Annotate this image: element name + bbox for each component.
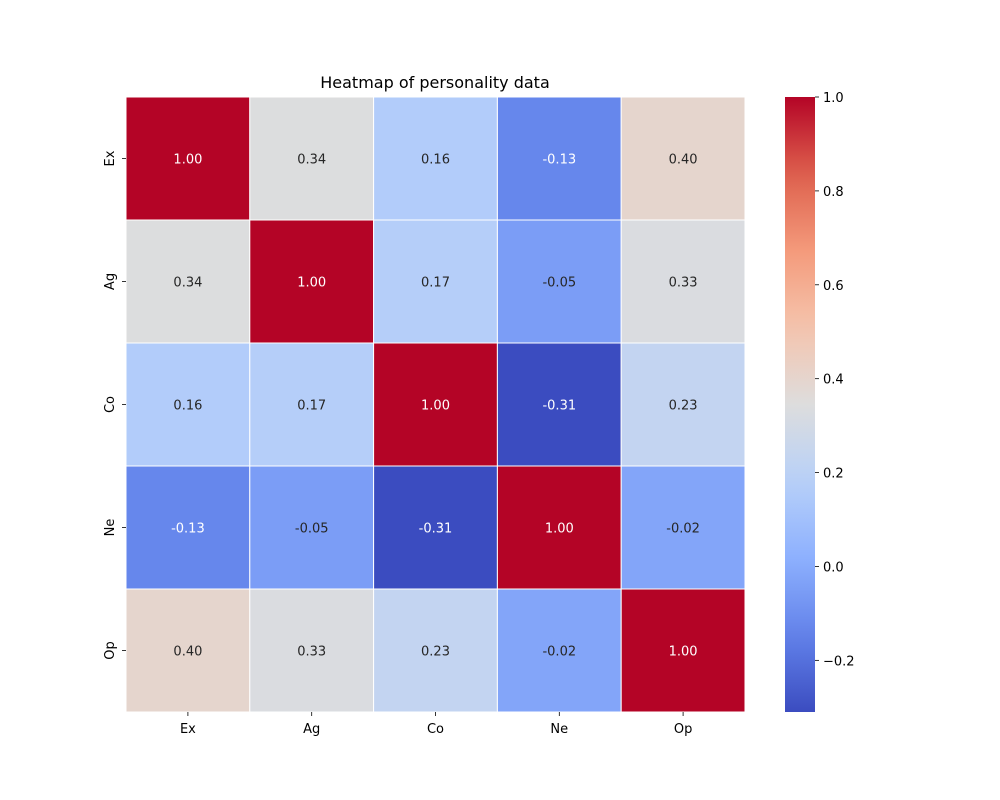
heatmap-cell bbox=[496, 465, 622, 590]
colorbar-tick-label: 0.2 bbox=[823, 467, 844, 482]
colorbar-tick-label: 1.0 bbox=[823, 91, 844, 106]
cell-value-label: -0.05 bbox=[295, 522, 329, 537]
heatmap-cell bbox=[496, 342, 622, 467]
cell-value-label: 0.23 bbox=[421, 645, 450, 660]
heatmap-cell bbox=[373, 465, 498, 590]
y-tick-label: Co bbox=[103, 396, 118, 413]
heatmap-cell bbox=[373, 219, 498, 344]
colorbar-tick-label: −0.2 bbox=[823, 654, 855, 669]
cell-value-label: -0.02 bbox=[666, 522, 700, 537]
heatmap-cell bbox=[620, 342, 746, 467]
heatmap-cell bbox=[125, 588, 251, 713]
heatmap-cell bbox=[373, 342, 498, 467]
cell-value-label: -0.31 bbox=[542, 399, 576, 414]
colorbar-tick-label: 0.6 bbox=[823, 279, 844, 294]
x-tick-label: Ex bbox=[180, 722, 196, 737]
cell-value-label: -0.13 bbox=[171, 522, 205, 537]
heatmap-cell bbox=[249, 588, 375, 713]
cell-value-label: 0.34 bbox=[173, 276, 202, 291]
colorbar-gradient bbox=[785, 97, 815, 712]
heatmap-cell bbox=[373, 96, 498, 221]
heatmap-cell bbox=[249, 465, 375, 590]
heatmap-cell bbox=[249, 342, 375, 467]
colorbar-tick-label: 0.4 bbox=[823, 373, 844, 388]
heatmap-cell bbox=[249, 96, 375, 221]
heatmap-cell bbox=[620, 588, 746, 713]
colorbar-tick-label: 0.0 bbox=[823, 560, 844, 575]
chart-title: Heatmap of personality data bbox=[320, 73, 550, 92]
cell-value-label: 0.33 bbox=[669, 276, 698, 291]
cell-value-label: 1.00 bbox=[173, 153, 202, 168]
cell-value-label: -0.31 bbox=[419, 522, 453, 537]
cell-value-label: -0.02 bbox=[542, 645, 576, 660]
cell-value-label: 0.23 bbox=[669, 399, 698, 414]
heatmap-cells: 1.00 0.34 0.16 -0.13 0.40 0.34 1.00 0.17 -0.05 0.… bbox=[125, 96, 746, 713]
heatmap-cell bbox=[125, 96, 251, 221]
cell-value-label: 0.17 bbox=[297, 399, 326, 414]
x-axis: Ex Ag Co Ne Op bbox=[180, 712, 692, 737]
colorbar: −0.2 0.0 0.2 0.4 0.6 0.8 1.0 bbox=[785, 91, 855, 712]
heatmap-cell bbox=[620, 96, 746, 221]
cell-value-label: -0.05 bbox=[542, 276, 576, 291]
cell-value-label: -0.13 bbox=[542, 153, 576, 168]
heatmap-cell bbox=[125, 219, 251, 344]
cell-value-label: 0.40 bbox=[173, 645, 202, 660]
x-tick-label: Op bbox=[674, 722, 692, 737]
heatmap-cell bbox=[620, 219, 746, 344]
x-tick-label: Co bbox=[427, 722, 444, 737]
cell-value-label: 0.34 bbox=[297, 153, 326, 168]
cell-value-label: 0.40 bbox=[669, 153, 698, 168]
colorbar-tick-label: 0.8 bbox=[823, 185, 844, 200]
y-tick-label: Ex bbox=[103, 150, 118, 166]
cell-value-label: 1.00 bbox=[545, 522, 574, 537]
y-tick-label: Op bbox=[103, 641, 118, 659]
cell-value-label: 0.16 bbox=[173, 399, 202, 414]
heatmap-cell bbox=[373, 588, 498, 713]
cell-value-label: 1.00 bbox=[297, 276, 326, 291]
cell-value-label: 0.16 bbox=[421, 153, 450, 168]
cell-value-label: 1.00 bbox=[669, 645, 698, 660]
heatmap-cell bbox=[620, 465, 746, 590]
y-tick-label: Ne bbox=[103, 519, 118, 537]
cell-value-label: 0.17 bbox=[421, 276, 450, 291]
cell-value-label: 0.33 bbox=[297, 645, 326, 660]
heatmap-cell bbox=[496, 96, 622, 221]
y-tick-label: Ag bbox=[103, 273, 118, 290]
x-tick-label: Ag bbox=[303, 722, 320, 737]
cell-value-label: 1.00 bbox=[421, 399, 450, 414]
y-axis: Ex Ag Co Ne Op bbox=[103, 150, 126, 660]
x-tick-label: Ne bbox=[550, 722, 568, 737]
